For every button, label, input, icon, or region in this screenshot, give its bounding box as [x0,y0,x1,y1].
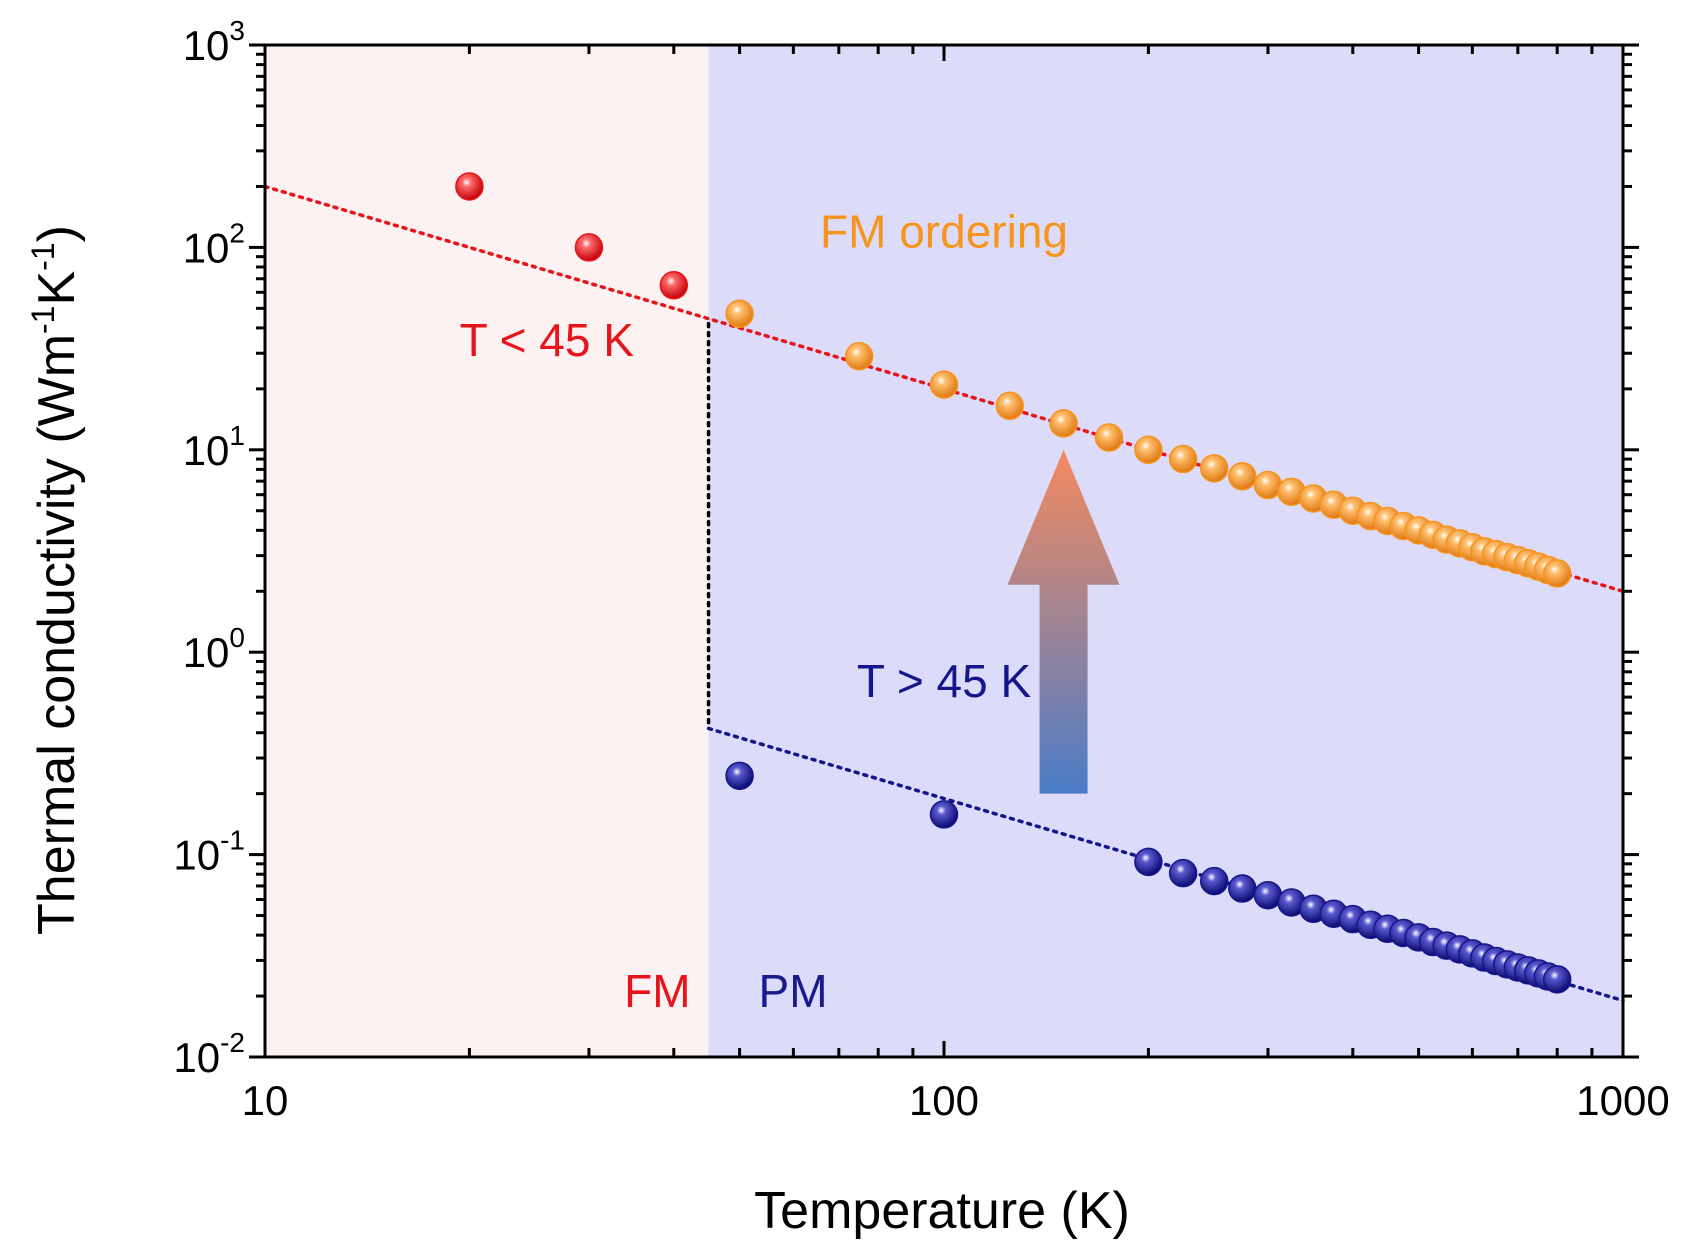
annotation-0: FM ordering [820,205,1068,257]
y-axis-label-main: Thermal conductivity (Wm [28,334,86,935]
annotations: FM PM FM ordering T < 45 K T > 45 K [460,205,1068,1017]
data-point-s1-10 [1253,470,1283,500]
data-point-s1-1 [844,341,874,371]
data-point-s1-0 [725,299,754,329]
x-axis-label: Temperature (K) [754,1182,1130,1240]
y-tick-exp: 1 [229,420,245,451]
data-point-s1-5 [1094,423,1124,452]
y-tick-exp: 3 [229,15,245,46]
y-tick-exp: 0 [229,622,245,653]
y-tick-label: 10-2 [173,1027,245,1081]
y-tick-label: 103 [183,15,245,69]
x-tick-label: 10 [242,1077,289,1124]
data-point-s1-8 [1199,454,1229,483]
data-point-s0-0 [455,172,484,201]
y-tick-exp: 2 [229,217,245,248]
data-point-s0-1 [574,233,604,262]
data-point-s1-6 [1134,435,1163,465]
ticks [249,43,1639,1059]
y-axis-label: Thermal conductivity (Wm-1K-1) [25,225,86,935]
data-point-s2-0 [725,761,754,791]
arrow-shape [1007,449,1120,794]
data-point-s1-2 [929,370,959,399]
data-point-s2-3 [1168,858,1198,888]
data-point-s1-4 [1049,409,1078,438]
y-tick-label: 102 [183,217,245,271]
data-point-s2-1 [929,800,959,829]
x-tick-label: 1000 [1576,1077,1669,1124]
y-axis-label-sup2: -1 [25,242,61,270]
y-tick-base: 10 [183,22,230,69]
data-point-s1-30 [1542,559,1572,588]
region-label-FM: FM [624,965,690,1017]
data-point-s1-3 [995,391,1025,421]
region-0 [265,45,709,1057]
y-axis-label-mid: K [28,271,86,306]
y-tick-base: 10 [173,1034,220,1081]
data-points [455,172,1572,994]
region-label-PM: PM [759,965,828,1017]
y-tick-label: 100 [183,622,245,676]
y-tick-base: 10 [183,629,230,676]
data-point-s2-2 [1134,847,1163,877]
y-tick-label: 10-1 [173,825,245,879]
data-point-s1-7 [1168,444,1198,474]
data-point-s2-26 [1542,965,1572,994]
data-point-s0-2 [659,271,689,300]
data-point-s2-5 [1228,874,1257,903]
y-tick-base: 10 [183,224,230,271]
data-point-s2-4 [1199,866,1229,896]
annotation-2: T > 45 K [857,655,1032,707]
data-point-s1-9 [1228,462,1257,491]
y-tick-base: 10 [173,832,220,879]
y-tick-label: 101 [183,420,245,474]
transition-arrow [1007,449,1120,794]
data-point-s2-6 [1253,880,1283,910]
y-tick-base: 10 [183,427,230,474]
y-axis-label-sup1: -1 [25,306,61,334]
y-axis-label-end: ) [28,225,86,242]
y-tick-exp: -1 [220,825,245,856]
x-tick-label: 100 [909,1077,979,1124]
annotation-1: T < 45 K [460,314,635,366]
y-tick-exp: -2 [220,1027,245,1058]
